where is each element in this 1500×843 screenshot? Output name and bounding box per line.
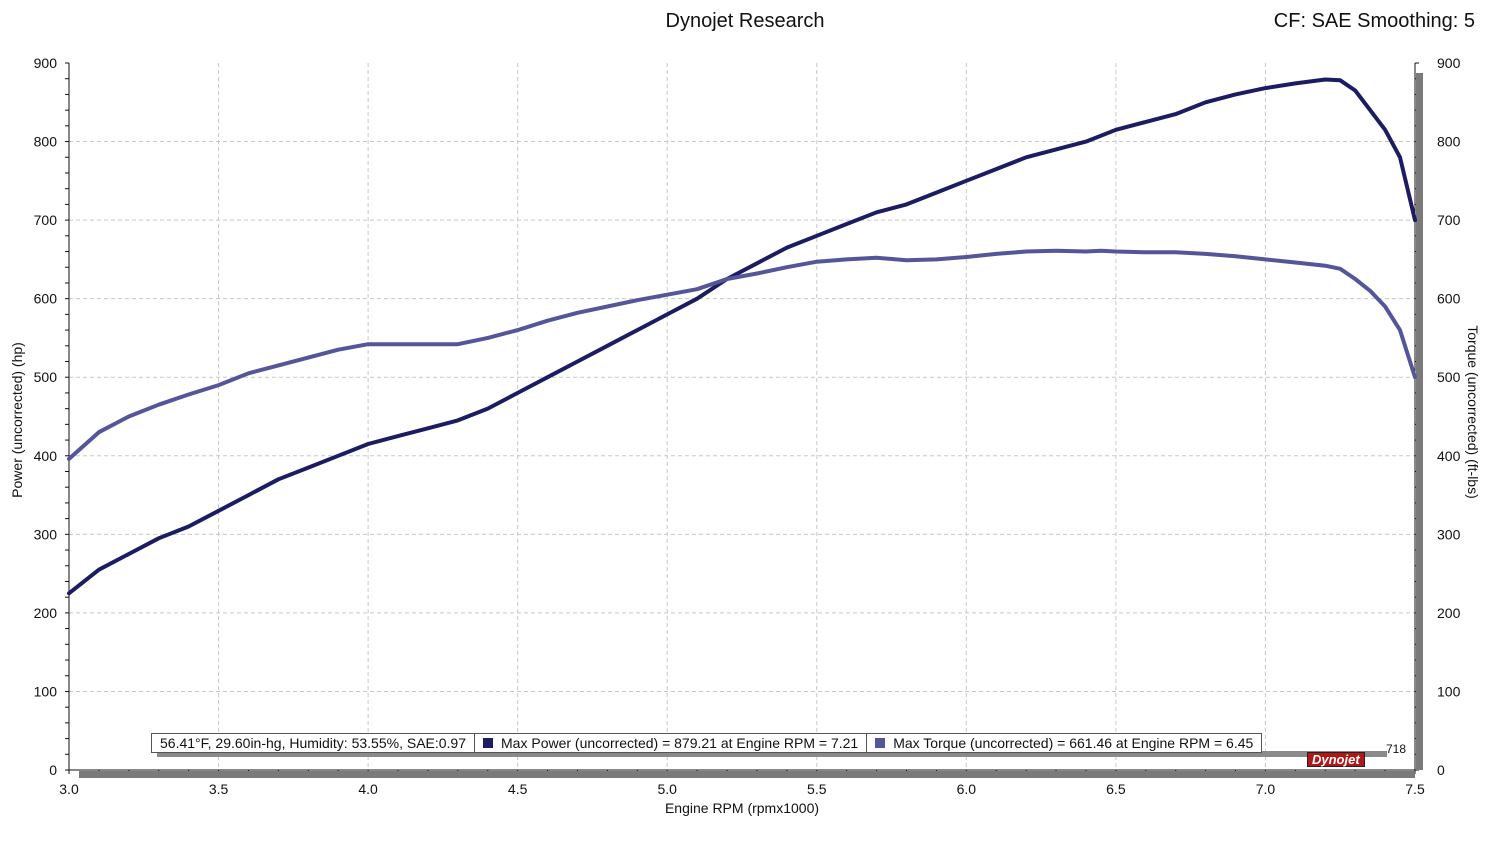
x-axis-label: Engine RPM (rpmx1000): [665, 800, 819, 816]
legend-torque-label: Max Torque (uncorrected) = 661.46 at Eng…: [893, 735, 1254, 751]
x-tick-label: 4.5: [508, 781, 528, 797]
right-y-tick-label: 300: [1437, 526, 1461, 542]
legend-item-torque: Max Torque (uncorrected) = 661.46 at Eng…: [866, 734, 1261, 752]
correction-factor-label: CF: SAE Smoothing: 5: [1273, 10, 1475, 32]
left-y-tick-label: 800: [34, 134, 58, 150]
x-tick-label: 7.0: [1256, 781, 1276, 797]
right-y-tick-label: 0: [1437, 762, 1445, 778]
x-tick-label: 3.0: [59, 781, 79, 797]
run-number: 718: [1386, 742, 1407, 756]
chart-title: Dynojet Research: [665, 10, 825, 32]
torque-swatch-icon: [875, 738, 886, 748]
x-tick-label: 6.0: [957, 781, 977, 797]
x-tick-label: 7.5: [1405, 781, 1425, 797]
x-tick-label: 4.0: [358, 781, 378, 797]
left-y-tick-label: 100: [34, 683, 58, 699]
x-tick-label: 6.5: [1106, 781, 1126, 797]
left-y-tick-label: 200: [34, 605, 58, 621]
left-y-tick-label: 0: [49, 762, 57, 778]
right-y-tick-label: 800: [1437, 134, 1461, 150]
gridlines: [69, 63, 1415, 770]
left-y-tick-label: 500: [34, 369, 58, 385]
power-swatch-icon: [483, 738, 494, 748]
left-y-axis-label: Power (uncorrected) (hp): [9, 342, 25, 498]
legend-conditions: 56.41°F, 29.60in-hg, Humidity: 53.55%, S…: [160, 735, 467, 751]
horizontal-scrollbar[interactable]: [79, 771, 1415, 778]
power-line: [67, 77, 1417, 596]
left-y-tick-label: 300: [34, 526, 58, 542]
x-tick-labels: 3.0 3.5 4.0 4.5 5.0 5.5 6.0 6.5 7.0 7.5: [59, 781, 1425, 797]
x-tick-label: 3.5: [209, 781, 229, 797]
right-y-tick-labels: 0 100 200 300 400 500 600 700 800 900: [1437, 55, 1461, 778]
right-y-tick-label: 500: [1437, 369, 1461, 385]
axes: [65, 62, 1423, 778]
legend-scrollbar[interactable]: [157, 751, 1387, 757]
right-y-tick-label: 700: [1437, 212, 1461, 228]
left-y-tick-label: 400: [34, 448, 58, 464]
series-lines: [67, 77, 1417, 596]
left-y-tick-label: 900: [34, 55, 58, 71]
legend-item-power: Max Power (uncorrected) = 879.21 at Engi…: [474, 734, 866, 752]
right-y-tick-label: 600: [1437, 291, 1461, 307]
torque-line: [67, 248, 1417, 461]
right-y-tick-label: 100: [1437, 683, 1461, 699]
left-y-tick-label: 700: [34, 212, 58, 228]
x-tick-label: 5.5: [807, 781, 827, 797]
right-y-tick-label: 200: [1437, 605, 1461, 621]
right-y-tick-label: 900: [1437, 55, 1461, 71]
left-y-tick-labels: 0 100 200 300 400 500 600 700 800 900: [34, 55, 58, 778]
right-y-axis-label: Torque (uncorrected) (ft-lbs): [1465, 325, 1481, 499]
legend-power-label: Max Power (uncorrected) = 879.21 at Engi…: [501, 735, 859, 751]
vertical-scrollbar[interactable]: [1416, 73, 1423, 770]
legend-box: 56.41°F, 29.60in-hg, Humidity: 53.55%, S…: [151, 733, 1263, 753]
dynojet-logo: Dynojet: [1307, 752, 1365, 767]
x-tick-label: 5.0: [657, 781, 677, 797]
right-y-tick-label: 400: [1437, 448, 1461, 464]
left-y-tick-label: 600: [34, 291, 58, 307]
plot-area: [69, 63, 1415, 770]
